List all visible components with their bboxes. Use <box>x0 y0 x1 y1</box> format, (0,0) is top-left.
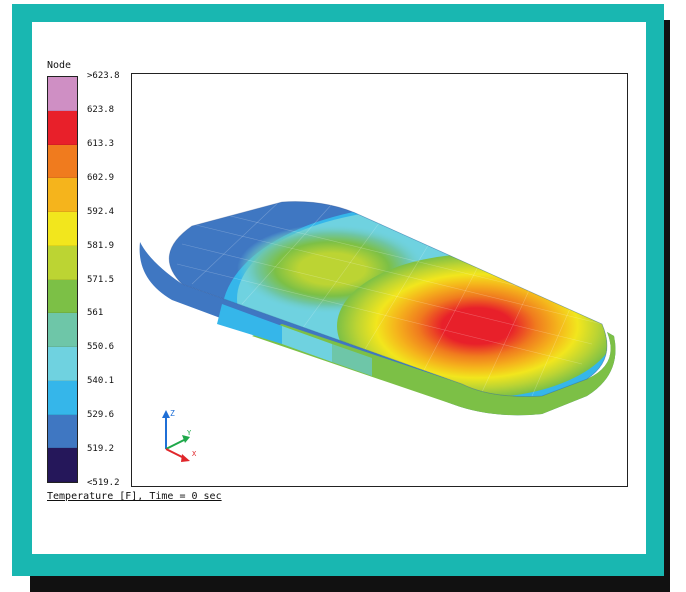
legend-swatch <box>48 347 77 381</box>
legend-swatch <box>48 178 77 212</box>
legend-label: >623.8 <box>87 71 120 81</box>
model-viewport[interactable] <box>131 73 628 487</box>
legend-swatch <box>48 279 77 314</box>
y-axis-label: Y <box>187 429 192 437</box>
temperature-plate-plot <box>139 201 616 416</box>
legend-label: 550.6 <box>87 342 115 353</box>
legend-label: 519.2 <box>87 444 115 455</box>
legend-label: 540.1 <box>87 376 115 387</box>
legend-label: 623.8 <box>87 104 115 115</box>
legend-swatch <box>48 414 77 449</box>
legend-label: 592.4 <box>87 206 115 217</box>
x-axis-arrow <box>181 454 190 462</box>
legend-swatch <box>48 380 77 415</box>
legend-swatch <box>48 245 77 280</box>
legend-label: 602.9 <box>87 172 115 183</box>
z-axis-label: Z <box>170 409 175 418</box>
legend-title: Node <box>47 60 72 71</box>
legend-label: 613.3 <box>87 138 115 149</box>
legend-label: 561 <box>87 308 104 319</box>
legend-swatch <box>48 77 77 111</box>
legend-label: <519.2 <box>87 478 120 488</box>
legend-swatch <box>48 212 77 246</box>
x-axis-label: X <box>192 450 197 458</box>
y-axis-arrow <box>182 435 190 443</box>
legend-label: 529.6 <box>87 410 115 421</box>
plot-caption: Temperature [F], Time = 0 sec <box>47 491 222 502</box>
z-axis-arrow <box>162 410 170 418</box>
legend-swatch <box>48 313 77 347</box>
axis-triad: Z Y X <box>162 409 197 462</box>
legend-swatch <box>48 110 77 145</box>
y-axis-line <box>165 438 187 450</box>
color-legend-bar <box>47 76 78 483</box>
legend-swatch <box>48 144 77 179</box>
legend-label: 581.9 <box>87 240 115 251</box>
legend-label: 571.5 <box>87 274 115 285</box>
legend-swatch <box>48 448 77 482</box>
